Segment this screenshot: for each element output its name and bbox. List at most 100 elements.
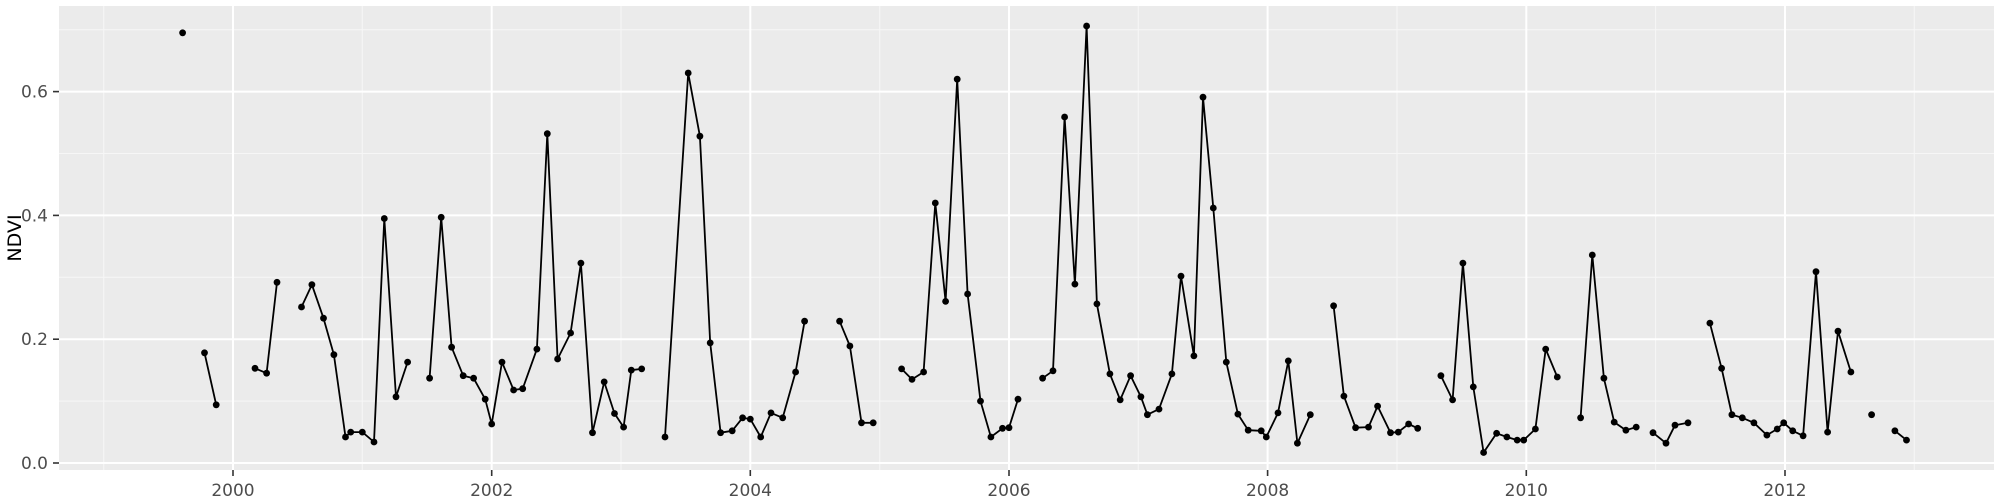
data-point [470,374,477,382]
axis-ticks [53,90,1786,476]
data-point [1352,424,1359,432]
gridlines-minor [59,6,1994,470]
data-point [1824,428,1831,436]
data-point [792,368,799,376]
data-point [1039,374,1046,382]
data-point [1190,352,1198,360]
data-point [1789,427,1797,435]
data-point [251,364,259,372]
data-point [1222,358,1230,366]
data-point [920,368,927,376]
data-point [273,278,281,286]
x-tick-label: 2000 [211,481,254,500]
data-point [392,393,400,401]
data-point [212,401,220,409]
series-line-segment [838,320,874,424]
data-point [1513,436,1521,444]
x-axis-tick-labels: 2000 2002 2004 2006 2008 2010 2012 [211,481,1806,500]
data-point [1493,429,1500,437]
x-tick-label: 2002 [470,481,513,500]
data-point [1234,410,1242,418]
data-point [1684,419,1692,427]
data-point [1459,259,1467,267]
data-point [1005,424,1013,432]
data-point [627,366,635,374]
data-point [370,438,378,446]
data-point [1244,426,1252,434]
data-point [263,369,270,377]
data-point [179,29,187,37]
data-point [739,414,746,422]
data-point [543,130,551,138]
y-axis-tick-labels: 0.0 0.2 0.4 0.6 [21,83,48,474]
data-point [600,378,608,386]
data-point [1144,411,1151,419]
data-point [1600,374,1608,382]
data-point [448,343,455,351]
data-series [179,22,1910,456]
data-point [661,433,669,441]
data-point [1834,327,1842,335]
data-point [1728,411,1736,419]
data-point [1294,439,1301,447]
x-tick-label: 2006 [987,481,1030,500]
data-point [898,365,905,373]
data-point [1773,425,1781,433]
data-point [1610,418,1618,426]
data-point [577,259,585,267]
data-point [1750,419,1758,427]
data-point [519,385,527,393]
data-point [358,428,366,436]
data-point [1903,436,1910,444]
data-point [1437,372,1445,380]
data-point [1071,280,1079,288]
data-point [459,372,467,380]
data-point [684,69,692,77]
y-tick-label: 0.6 [21,83,48,103]
x-tick-label: 2012 [1763,481,1806,500]
data-point [1553,373,1561,381]
data-point [1049,367,1057,375]
data-point [1738,414,1746,422]
data-point [1374,402,1381,410]
data-point [404,358,411,366]
x-tick-label: 2008 [1246,481,1289,500]
data-point [1093,300,1101,308]
data-point [1061,113,1068,121]
data-point [1532,425,1539,433]
data-point [308,281,316,289]
data-point [1671,421,1679,429]
data-point [728,427,736,435]
data-point [1116,396,1124,404]
data-point [696,132,704,140]
data-point [1127,372,1134,380]
data-point [1577,414,1584,422]
data-point [1209,204,1217,212]
data-point [1812,268,1820,276]
data-point [426,374,433,382]
data-point [533,345,541,353]
data-point [611,410,618,417]
data-point [1177,272,1185,280]
panel-background [59,6,1994,470]
data-point [330,351,338,359]
data-point [620,423,627,431]
data-point [1414,424,1422,432]
x-tick-label: 2010 [1505,481,1548,500]
data-point [347,428,355,436]
data-point [1706,319,1714,327]
data-point [1622,426,1630,434]
data-point [1780,419,1788,427]
data-point [1542,345,1550,353]
data-point [498,358,506,366]
data-point [953,75,961,83]
data-point [706,339,714,347]
data-point [1340,392,1348,400]
data-point [964,290,971,298]
data-point [977,397,984,405]
data-point [1168,370,1176,378]
plot-panel [59,6,1994,470]
data-point [1588,251,1596,259]
data-point [1394,428,1402,436]
series-line-segment [1652,421,1689,445]
